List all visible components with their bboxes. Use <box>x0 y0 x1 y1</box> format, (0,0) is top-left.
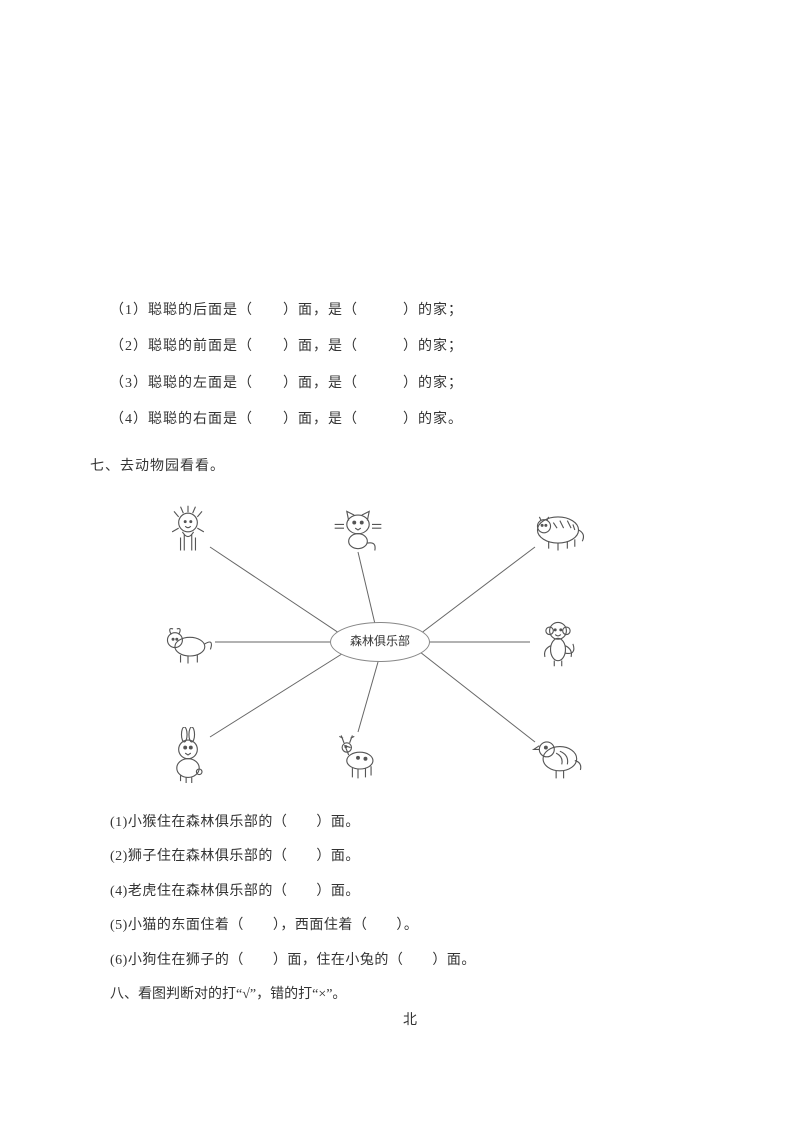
lion-icon <box>160 502 216 558</box>
dog-icon <box>160 614 216 670</box>
center-club-label: 森林俱乐部 <box>350 632 410 651</box>
q7-questions: (1)小猴住在森林俱乐部的（ ）面。 (2)狮子住在森林俱乐部的（ ）面。 (4… <box>110 812 800 972</box>
tiger-icon <box>530 502 586 558</box>
zoo-diagram: 森林俱乐部 <box>130 492 630 792</box>
page-content: （1）聪聪的后面是（ ）面，是（ ）的家； （2）聪聪的前面是（ ）面，是（ ）… <box>0 0 800 1033</box>
q7-q6: (6)小狗住在狮子的（ ）面，住在小兔的（ ）面。 <box>110 950 800 972</box>
north-label: 北 <box>210 1010 610 1032</box>
bird-icon <box>530 727 586 783</box>
q6-item-3: （3）聪聪的左面是（ ）面，是（ ）的家； <box>110 373 800 395</box>
q7-q4: (4)老虎住在森林俱乐部的（ ）面。 <box>110 881 800 903</box>
q7-q1: (1)小猴住在森林俱乐部的（ ）面。 <box>110 812 800 834</box>
q8-block: 八、看图判断对的打“√”，错的打“×”。 北 <box>110 984 800 1033</box>
q7-q5: (5)小猫的东面住着（ ），西面住着（ ）。 <box>110 915 800 937</box>
q6-block: （1）聪聪的后面是（ ）面，是（ ）的家； （2）聪聪的前面是（ ）面，是（ ）… <box>110 300 800 432</box>
monkey-icon <box>530 614 586 670</box>
center-club: 森林俱乐部 <box>330 622 430 662</box>
q8-title: 八、看图判断对的打“√”，错的打“×”。 <box>110 984 800 1006</box>
q7-q2: (2)狮子住在森林俱乐部的（ ）面。 <box>110 846 800 868</box>
q6-item-1: （1）聪聪的后面是（ ）面，是（ ）的家； <box>110 300 800 322</box>
q6-item-2: （2）聪聪的前面是（ ）面，是（ ）的家； <box>110 336 800 358</box>
q6-item-4: （4）聪聪的右面是（ ）面，是（ ）的家。 <box>110 409 800 431</box>
cat-icon <box>330 502 386 558</box>
deer-icon <box>330 727 386 783</box>
q7-title: 七、去动物园看看。 <box>90 456 800 478</box>
rabbit-icon <box>160 727 216 783</box>
